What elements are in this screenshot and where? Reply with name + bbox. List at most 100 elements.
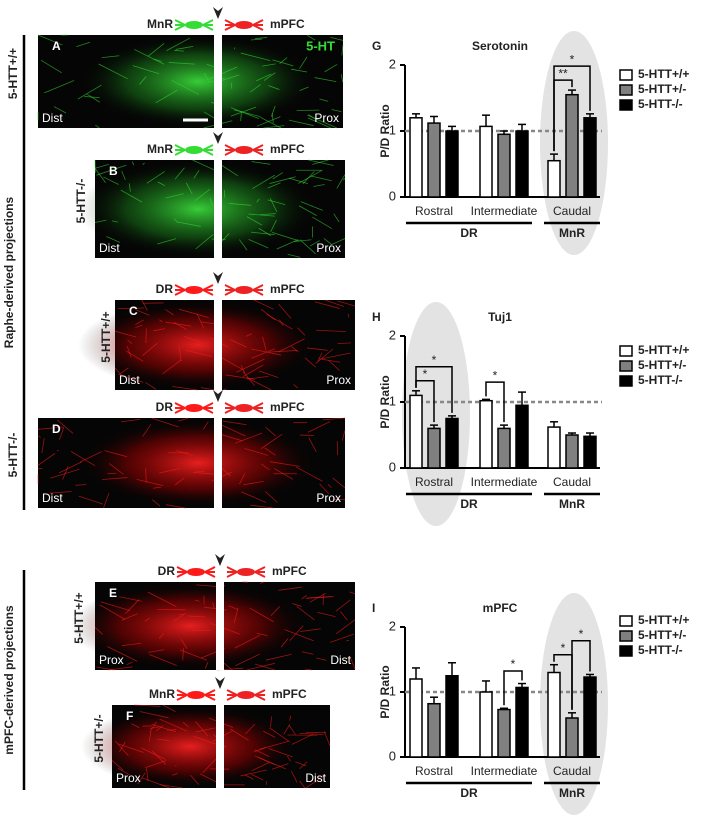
significance-label: **	[558, 66, 568, 80]
bar	[479, 399, 493, 469]
neuron-icon	[235, 21, 253, 29]
fiber	[262, 63, 276, 67]
gap	[214, 160, 222, 258]
fiber	[180, 639, 188, 649]
target-label: mPFC	[272, 564, 307, 578]
fiber	[75, 484, 87, 486]
source-label: DR	[156, 400, 174, 414]
fiber	[212, 602, 215, 609]
fiber	[218, 355, 243, 370]
corner-label: Prox	[314, 111, 339, 125]
fiber	[336, 174, 346, 189]
fiber	[108, 463, 124, 475]
fiber	[195, 599, 200, 602]
fiber	[135, 309, 150, 316]
bar	[445, 675, 459, 758]
fiber	[229, 728, 249, 741]
fiber	[230, 339, 247, 348]
highlight	[540, 593, 608, 815]
fiber	[127, 339, 133, 345]
significance-label: *	[579, 627, 584, 641]
fiber	[222, 420, 247, 426]
fiber	[242, 364, 264, 377]
fiber	[228, 605, 238, 610]
fluorescence	[81, 705, 299, 788]
panel-letter: A	[52, 39, 61, 53]
fiber	[155, 725, 164, 732]
fiber	[219, 433, 243, 442]
fiber	[157, 181, 166, 187]
fiber	[194, 188, 211, 202]
fiber	[299, 761, 308, 770]
bar	[583, 435, 597, 469]
fiber	[95, 124, 100, 129]
fiber	[137, 772, 146, 785]
fiber	[284, 629, 314, 642]
fiber	[349, 656, 356, 670]
legend-swatch	[619, 84, 633, 96]
fiber	[159, 718, 188, 732]
fiber	[299, 239, 316, 255]
fiber	[256, 198, 260, 203]
fibers	[37, 417, 346, 509]
fiber	[312, 159, 329, 165]
fiber	[317, 611, 336, 617]
y-tick-label: 0	[389, 748, 396, 763]
fiber	[330, 633, 355, 643]
gap	[214, 418, 222, 508]
fiber	[77, 84, 102, 100]
fiber	[149, 654, 177, 666]
panel-letter: B	[109, 164, 118, 178]
fiber	[165, 193, 184, 199]
legend-label: 5-HTT-/-	[638, 97, 683, 111]
fiber	[248, 238, 269, 249]
fiber	[135, 324, 143, 328]
fiber	[141, 299, 148, 311]
x-tick-label: Rostral	[415, 475, 453, 489]
region-label: DR	[460, 497, 478, 511]
bar	[515, 130, 529, 198]
fiber	[256, 73, 272, 82]
fiber	[301, 595, 307, 600]
legend-swatch	[619, 99, 633, 111]
significance-label: *	[423, 367, 428, 381]
fiber	[166, 37, 191, 51]
y-tick-label: 1	[389, 393, 396, 408]
bar	[565, 93, 579, 198]
fiber	[298, 205, 317, 216]
y-tick-label: 1	[389, 122, 396, 137]
gap	[216, 582, 224, 670]
fiber	[101, 55, 120, 59]
neuron-icon	[235, 286, 253, 294]
fiber	[94, 163, 109, 169]
fiber	[57, 419, 74, 434]
bar	[479, 125, 493, 198]
legend-swatch	[619, 375, 633, 387]
y-tick-label: 0	[389, 459, 396, 474]
fiber	[183, 336, 201, 343]
fiber	[199, 773, 219, 784]
fiber	[151, 499, 161, 507]
fiber	[172, 386, 198, 391]
panel-letter: G	[372, 39, 381, 53]
neuron-icon	[204, 694, 216, 701]
fiber	[298, 169, 323, 184]
fiber	[233, 607, 239, 623]
y-axis-label: P/D Ratio	[378, 104, 392, 157]
legend-swatch	[619, 645, 633, 657]
fibers	[37, 34, 344, 129]
fiber	[79, 451, 102, 463]
fiber	[145, 468, 147, 483]
fiber	[49, 491, 72, 494]
neuron-icon	[187, 691, 205, 699]
fiber	[149, 726, 160, 729]
x-tick-label: Caudal	[553, 204, 591, 218]
fiber	[121, 642, 142, 647]
fiber	[277, 338, 305, 353]
fiber	[269, 461, 300, 467]
fiber	[341, 44, 344, 56]
fiber	[323, 731, 331, 747]
fiber	[151, 723, 177, 733]
legend-label: 5-HTT+/+	[638, 67, 689, 81]
corner-label: Prox	[316, 491, 341, 505]
